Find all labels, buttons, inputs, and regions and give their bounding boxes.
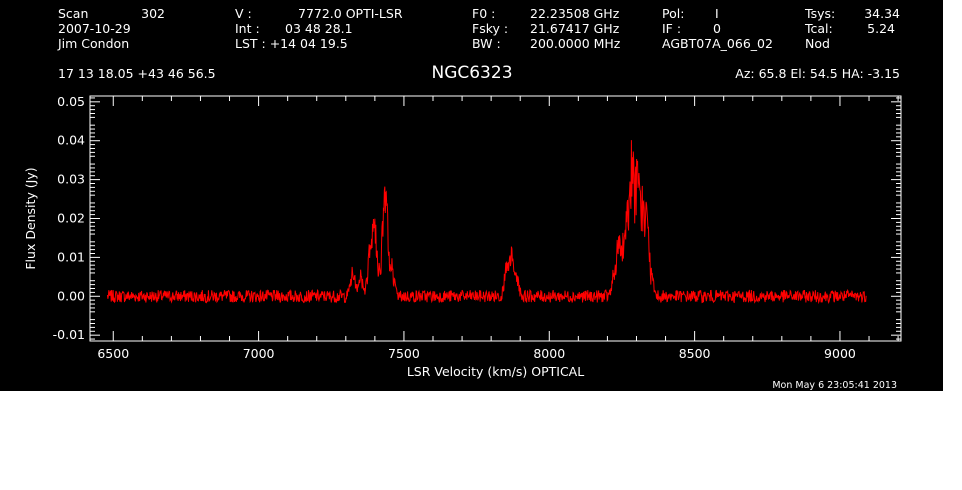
x-tick-label: 6500	[97, 346, 129, 361]
y-tick-label: -0.01	[53, 327, 85, 342]
x-axis-ticks: 6500 7000 7500 8000 8500 9000	[97, 96, 899, 361]
x-tick-label: 8000	[533, 346, 565, 361]
bandwidth-value: 200.0000 MHz	[530, 36, 621, 51]
tsys-value: 34.34	[864, 6, 900, 21]
observation-date: 2007-10-29	[58, 21, 131, 36]
source-coordinates: 17 13 18.05 +43 46 56.5	[58, 66, 216, 81]
velocity-label: V :	[235, 6, 252, 21]
source-name: NGC6323	[431, 63, 512, 83]
az-el-ha-readout: Az: 65.8 El: 54.5 HA: -3.15	[735, 66, 900, 81]
integration-value: 03 48 28.1	[285, 21, 353, 36]
y-tick-label: 0.05	[57, 94, 85, 109]
velocity-value: 7772.0 OPTI-LSR	[298, 6, 403, 21]
x-axis-label: LSR Velocity (km/s) OPTICAL	[407, 364, 584, 379]
tcal-label: Tcal:	[804, 21, 833, 36]
spectrum-chart: Scan 302 2007-10-29 Jim Condon V : 7772.…	[23, 6, 902, 391]
y-axis-label: Flux Density (Jy)	[23, 167, 38, 269]
if-value: 0	[713, 21, 721, 36]
polarization-value: I	[715, 6, 719, 21]
fsky-value: 21.67417 GHz	[530, 21, 620, 36]
if-label: IF :	[662, 21, 681, 36]
fsky-label: Fsky :	[472, 21, 508, 36]
y-axis-ticks: -0.01 0.00 0.01 0.02 0.03 0.04 0.05	[53, 94, 901, 342]
plot-frame	[89, 95, 902, 342]
plot-window: Scan 302 2007-10-29 Jim Condon V : 7772.…	[0, 0, 943, 391]
y-tick-label: 0.02	[57, 211, 85, 226]
y-tick-label: 0.01	[57, 249, 85, 264]
timestamp: Mon May 6 23:05:41 2013	[772, 380, 897, 391]
scan-label: Scan	[58, 6, 88, 21]
project-id: AGBT07A_066_02	[662, 36, 773, 51]
x-tick-label: 9000	[824, 346, 856, 361]
y-tick-label: 0.03	[57, 172, 85, 187]
y-tick-label: 0.04	[57, 133, 85, 148]
lst-readout: LST : +14 04 19.5	[235, 36, 348, 51]
spectrum-series-line	[106, 140, 867, 305]
x-tick-label: 8500	[679, 346, 711, 361]
x-tick-label: 7500	[388, 346, 420, 361]
integration-label: Int :	[235, 21, 260, 36]
tcal-value: 5.24	[867, 21, 895, 36]
observing-mode: Nod	[805, 36, 830, 51]
f0-value: 22.23508 GHz	[530, 6, 620, 21]
x-tick-label: 7000	[243, 346, 275, 361]
y-tick-label: 0.00	[57, 288, 85, 303]
bandwidth-label: BW :	[472, 36, 501, 51]
scan-number: 302	[141, 6, 165, 21]
tsys-label: Tsys:	[804, 6, 835, 21]
observer-name: Jim Condon	[57, 36, 129, 51]
polarization-label: Pol:	[662, 6, 684, 21]
observation-header: Scan 302 2007-10-29 Jim Condon V : 7772.…	[57, 6, 900, 83]
f0-label: F0 :	[472, 6, 495, 21]
